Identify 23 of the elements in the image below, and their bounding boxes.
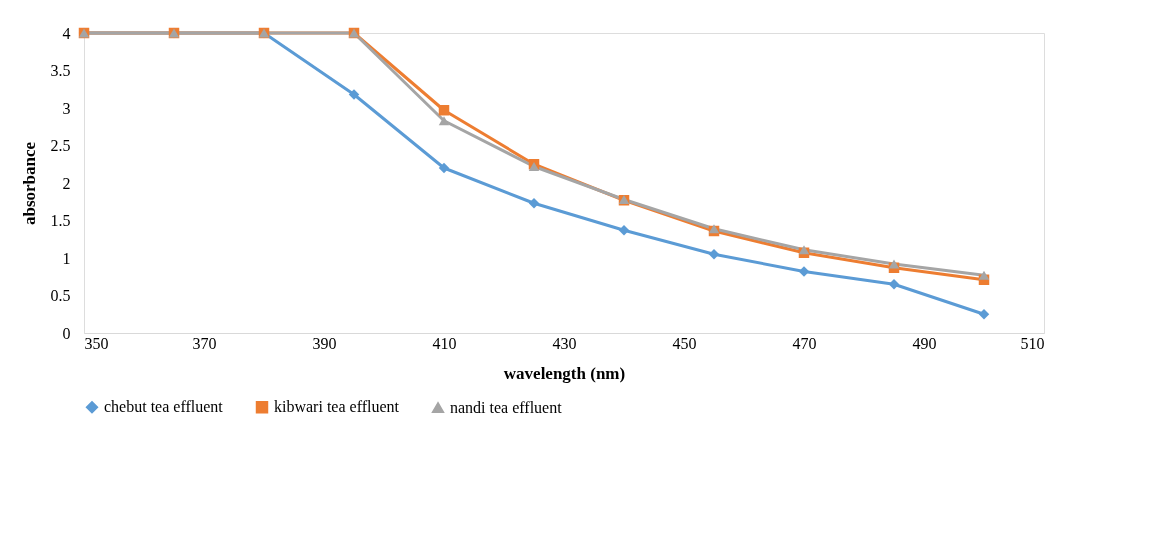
legend-label: kibwari tea effluent — [274, 398, 400, 416]
legend-label: nandi tea effluent — [450, 398, 563, 416]
legend-label: chebut tea effluent — [104, 398, 224, 416]
x-tick-label: 490 — [912, 334, 937, 352]
y-tick-label: 1 — [62, 249, 71, 267]
x-tick-label: 450 — [672, 334, 697, 352]
x-tick-label: 470 — [792, 334, 817, 352]
y-tick-label: 3.5 — [50, 62, 71, 79]
x-tick-label: 410 — [432, 334, 457, 352]
y-tick-label: 1.5 — [50, 212, 71, 229]
y-tick-label: 3 — [62, 99, 71, 117]
y-axis-title: absorbance — [19, 141, 39, 226]
y-tick-label: 0 — [62, 324, 71, 342]
x-tick-label: 370 — [192, 334, 217, 352]
x-tick-label: 510 — [1020, 334, 1045, 352]
y-tick-label: 2 — [62, 174, 71, 192]
x-axis-title: wavelength (nm) — [503, 363, 626, 383]
y-tick-label: 4 — [62, 24, 71, 42]
y-tick-label: 2.5 — [50, 137, 71, 154]
y-tick-label: 0.5 — [50, 287, 71, 304]
x-tick-label: 390 — [312, 334, 337, 352]
x-tick-label: 350 — [84, 334, 109, 352]
x-tick-label: 430 — [552, 334, 577, 352]
